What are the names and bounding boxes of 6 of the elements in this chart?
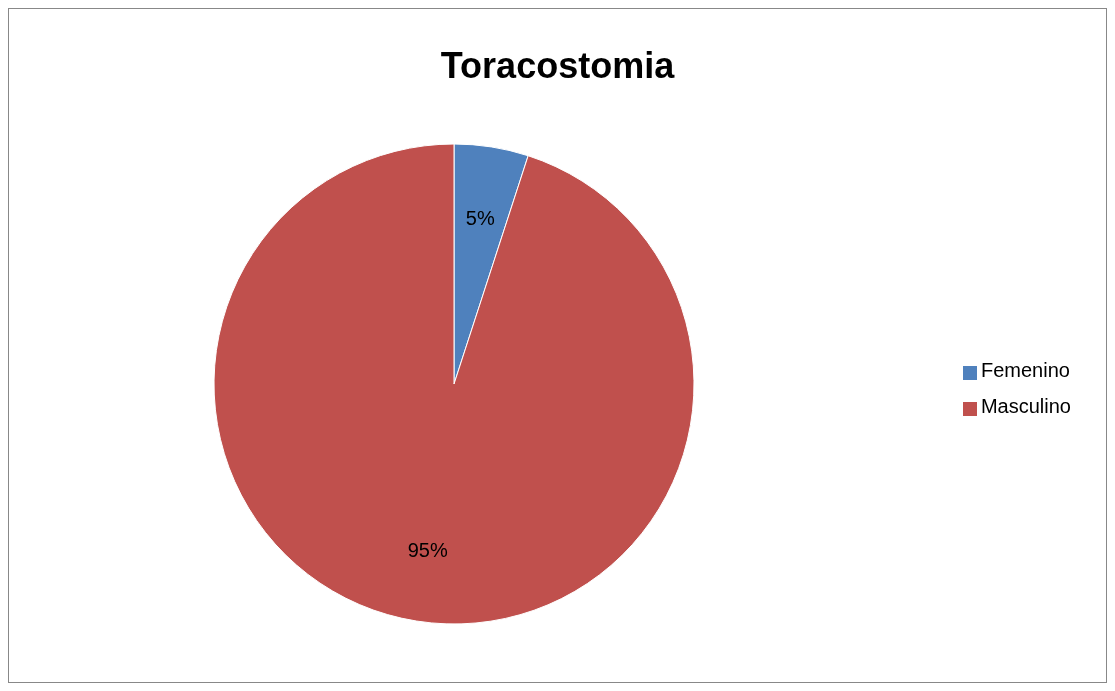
chart-title: Toracostomia	[439, 45, 676, 87]
legend-label: Femenino	[980, 359, 1070, 381]
pie-slice	[213, 143, 695, 625]
data-label: 5%	[465, 207, 495, 230]
data-label: 95%	[407, 538, 448, 561]
legend-label: Masculino	[980, 395, 1071, 417]
